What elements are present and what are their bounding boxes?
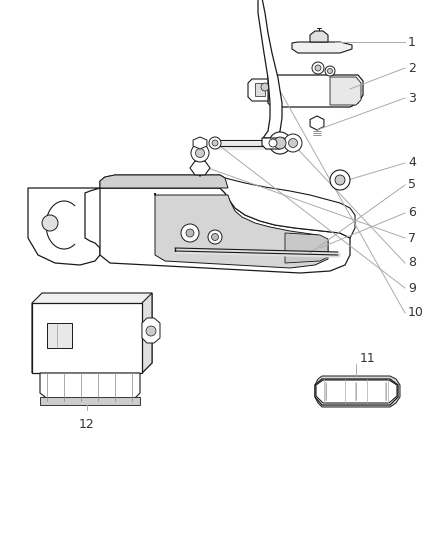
Polygon shape bbox=[100, 188, 350, 273]
Text: 4: 4 bbox=[408, 157, 416, 169]
Polygon shape bbox=[32, 293, 152, 373]
Text: 2: 2 bbox=[408, 61, 416, 75]
Circle shape bbox=[312, 62, 324, 74]
Circle shape bbox=[212, 140, 218, 146]
Circle shape bbox=[181, 224, 199, 242]
Polygon shape bbox=[142, 318, 160, 343]
Bar bbox=[47, 323, 72, 348]
Circle shape bbox=[325, 66, 335, 76]
Polygon shape bbox=[258, 0, 282, 138]
Circle shape bbox=[191, 144, 209, 162]
Circle shape bbox=[212, 233, 219, 240]
Text: 6: 6 bbox=[408, 206, 416, 220]
Polygon shape bbox=[142, 293, 152, 373]
Text: 9: 9 bbox=[408, 281, 416, 295]
Circle shape bbox=[146, 326, 156, 336]
Polygon shape bbox=[315, 376, 400, 407]
Bar bbox=[40, 397, 140, 405]
Polygon shape bbox=[310, 116, 324, 130]
Circle shape bbox=[289, 139, 297, 148]
Circle shape bbox=[261, 83, 269, 91]
Text: 3: 3 bbox=[408, 92, 416, 104]
Polygon shape bbox=[330, 77, 361, 105]
Polygon shape bbox=[28, 188, 100, 265]
Bar bbox=[32, 303, 142, 373]
Circle shape bbox=[274, 137, 286, 149]
Circle shape bbox=[269, 139, 277, 147]
Text: 12: 12 bbox=[79, 418, 95, 431]
Text: 5: 5 bbox=[408, 179, 416, 191]
Polygon shape bbox=[268, 75, 363, 107]
Polygon shape bbox=[285, 233, 328, 263]
Polygon shape bbox=[310, 31, 328, 42]
Polygon shape bbox=[262, 138, 284, 149]
Circle shape bbox=[195, 149, 205, 157]
Polygon shape bbox=[100, 175, 228, 188]
Polygon shape bbox=[248, 79, 268, 101]
Circle shape bbox=[208, 230, 222, 244]
Polygon shape bbox=[100, 175, 355, 238]
Text: 11: 11 bbox=[360, 351, 376, 365]
Text: 1: 1 bbox=[408, 36, 416, 49]
Polygon shape bbox=[190, 161, 210, 175]
Polygon shape bbox=[193, 137, 207, 149]
Polygon shape bbox=[155, 193, 328, 268]
Polygon shape bbox=[292, 42, 352, 53]
Circle shape bbox=[330, 170, 350, 190]
Bar bbox=[255, 83, 265, 96]
Text: 8: 8 bbox=[408, 256, 416, 270]
Polygon shape bbox=[40, 373, 140, 401]
Circle shape bbox=[315, 65, 321, 71]
Polygon shape bbox=[315, 379, 398, 405]
Polygon shape bbox=[316, 380, 397, 403]
Circle shape bbox=[328, 69, 332, 74]
Circle shape bbox=[186, 229, 194, 237]
Circle shape bbox=[335, 175, 345, 185]
Circle shape bbox=[209, 137, 221, 149]
Circle shape bbox=[269, 132, 291, 154]
Circle shape bbox=[42, 215, 58, 231]
Text: 10: 10 bbox=[408, 306, 424, 319]
Text: 7: 7 bbox=[408, 231, 416, 245]
Circle shape bbox=[284, 134, 302, 152]
